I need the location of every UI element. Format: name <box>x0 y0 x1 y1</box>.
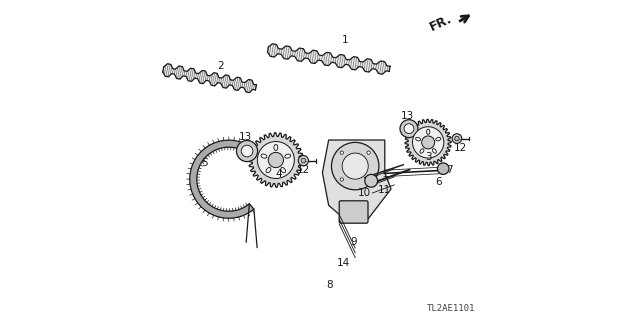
FancyBboxPatch shape <box>339 201 368 223</box>
Ellipse shape <box>415 137 420 141</box>
Ellipse shape <box>433 149 436 153</box>
Text: FR.: FR. <box>428 12 454 34</box>
Text: 9: 9 <box>350 236 357 247</box>
Circle shape <box>413 127 444 158</box>
Text: 13: 13 <box>239 132 252 142</box>
Text: 11: 11 <box>378 185 390 196</box>
Text: 2: 2 <box>218 60 224 71</box>
Text: 4: 4 <box>275 169 282 180</box>
Circle shape <box>452 134 462 143</box>
Ellipse shape <box>420 149 424 153</box>
Circle shape <box>237 140 258 162</box>
Ellipse shape <box>285 154 291 158</box>
Circle shape <box>342 153 368 179</box>
Ellipse shape <box>274 145 278 150</box>
Text: 10: 10 <box>358 188 371 198</box>
Text: 12: 12 <box>454 143 467 153</box>
Ellipse shape <box>436 137 441 141</box>
Text: 5: 5 <box>202 158 208 168</box>
Text: 6: 6 <box>435 177 442 188</box>
Text: 14: 14 <box>337 258 349 268</box>
Circle shape <box>438 163 449 174</box>
Circle shape <box>422 136 435 149</box>
Circle shape <box>298 156 308 166</box>
Circle shape <box>332 142 379 190</box>
Text: 12: 12 <box>297 165 310 175</box>
Ellipse shape <box>261 154 267 158</box>
Polygon shape <box>323 140 391 222</box>
Polygon shape <box>405 119 451 165</box>
Circle shape <box>340 178 344 181</box>
Text: 3: 3 <box>425 152 431 162</box>
Circle shape <box>268 152 284 168</box>
Circle shape <box>367 178 371 181</box>
Polygon shape <box>163 64 257 93</box>
Polygon shape <box>248 133 303 187</box>
Circle shape <box>367 151 371 154</box>
Ellipse shape <box>426 129 430 134</box>
Polygon shape <box>268 44 390 74</box>
Circle shape <box>365 174 378 187</box>
Circle shape <box>301 158 306 163</box>
Text: 13: 13 <box>401 111 414 121</box>
Text: 8: 8 <box>326 280 333 291</box>
Ellipse shape <box>281 167 285 173</box>
Text: 1: 1 <box>342 35 349 45</box>
Circle shape <box>257 141 294 179</box>
Ellipse shape <box>266 167 271 173</box>
Circle shape <box>404 124 414 133</box>
Circle shape <box>455 136 459 141</box>
Circle shape <box>241 145 253 157</box>
Polygon shape <box>190 140 262 218</box>
Circle shape <box>400 120 418 138</box>
Circle shape <box>340 151 344 154</box>
Text: TL2AE1101: TL2AE1101 <box>427 304 475 313</box>
Text: 7: 7 <box>446 164 453 175</box>
